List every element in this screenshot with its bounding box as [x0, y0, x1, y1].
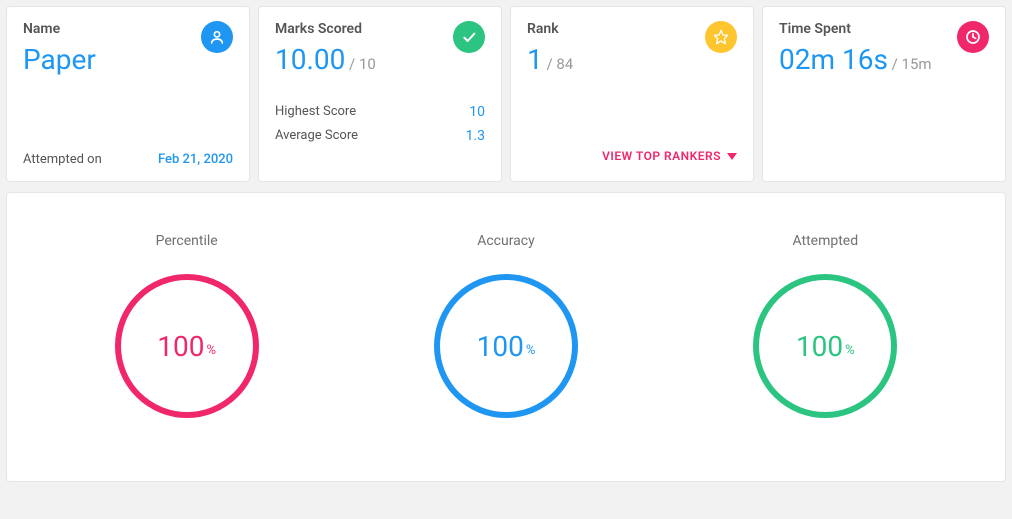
- name-label: Name: [23, 21, 96, 37]
- marks-sub: / 10: [345, 55, 376, 73]
- rank-label: Rank: [527, 21, 573, 37]
- metric-accuracy: Accuracy 100%: [431, 233, 581, 421]
- metric-attempted: Attempted 100%: [750, 233, 900, 421]
- highest-score-value: 10: [469, 104, 485, 120]
- time-sub: / 15m: [888, 55, 932, 73]
- chevron-down-icon: [727, 153, 737, 160]
- check-icon: [453, 21, 485, 53]
- attempted-date: Feb 21, 2020: [158, 152, 233, 167]
- attempted-label: Attempted on: [23, 152, 102, 167]
- metric-value: 100%: [431, 271, 581, 421]
- view-top-rankers-text: VIEW TOP RANKERS: [602, 149, 721, 163]
- metric-ring: 100%: [431, 271, 581, 421]
- average-score-label: Average Score: [275, 128, 358, 144]
- marks-value-wrap: 10.00 / 10: [275, 43, 376, 76]
- time-label: Time Spent: [779, 21, 932, 37]
- name-card: Name Paper Attempted on Feb 21, 2020: [6, 6, 250, 182]
- metric-value: 100%: [750, 271, 900, 421]
- rank-card: Rank 1 / 84 VIEW TOP RANKERS: [510, 6, 754, 182]
- rank-card-header: Rank 1 / 84: [527, 21, 737, 76]
- user-icon: [201, 21, 233, 53]
- metrics-card: Percentile 100% Accuracy 100% Attempted 100%: [6, 192, 1006, 482]
- view-top-rankers-link[interactable]: VIEW TOP RANKERS: [602, 149, 737, 163]
- time-card: Time Spent 02m 16s / 15m: [762, 6, 1006, 182]
- marks-card: Marks Scored 10.00 / 10 Highest Score 10…: [258, 6, 502, 182]
- metric-title: Percentile: [156, 233, 218, 249]
- name-value: Paper: [23, 43, 96, 76]
- name-card-header: Name Paper: [23, 21, 233, 76]
- time-card-header: Time Spent 02m 16s / 15m: [779, 21, 989, 76]
- highest-score-row: Highest Score 10: [275, 100, 485, 124]
- marks-value: 10.00: [275, 43, 345, 76]
- rank-sub: / 84: [543, 55, 574, 73]
- average-score-value: 1.3: [466, 128, 485, 144]
- star-icon: [705, 21, 737, 53]
- metric-title: Attempted: [792, 233, 858, 249]
- attempted-row: Attempted on Feb 21, 2020: [23, 152, 233, 167]
- rank-value-wrap: 1 / 84: [527, 43, 573, 76]
- rank-value: 1: [527, 43, 543, 76]
- time-value-wrap: 02m 16s / 15m: [779, 43, 932, 76]
- highest-score-label: Highest Score: [275, 104, 356, 120]
- metric-title: Accuracy: [477, 233, 535, 249]
- metric-percentile: Percentile 100%: [112, 233, 262, 421]
- average-score-row: Average Score 1.3: [275, 124, 485, 148]
- time-value: 02m 16s: [779, 43, 888, 76]
- metric-value: 100%: [112, 271, 262, 421]
- metric-ring: 100%: [750, 271, 900, 421]
- marks-label: Marks Scored: [275, 21, 376, 37]
- rank-card-text: Rank 1 / 84: [527, 21, 573, 76]
- marks-card-header: Marks Scored 10.00 / 10: [275, 21, 485, 76]
- time-card-text: Time Spent 02m 16s / 15m: [779, 21, 932, 76]
- metric-ring: 100%: [112, 271, 262, 421]
- name-card-text: Name Paper: [23, 21, 96, 76]
- clock-icon: [957, 21, 989, 53]
- marks-card-text: Marks Scored 10.00 / 10: [275, 21, 376, 76]
- marks-rows: Highest Score 10 Average Score 1.3: [275, 100, 485, 148]
- summary-cards-row: Name Paper Attempted on Feb 21, 2020 Mar…: [6, 6, 1006, 182]
